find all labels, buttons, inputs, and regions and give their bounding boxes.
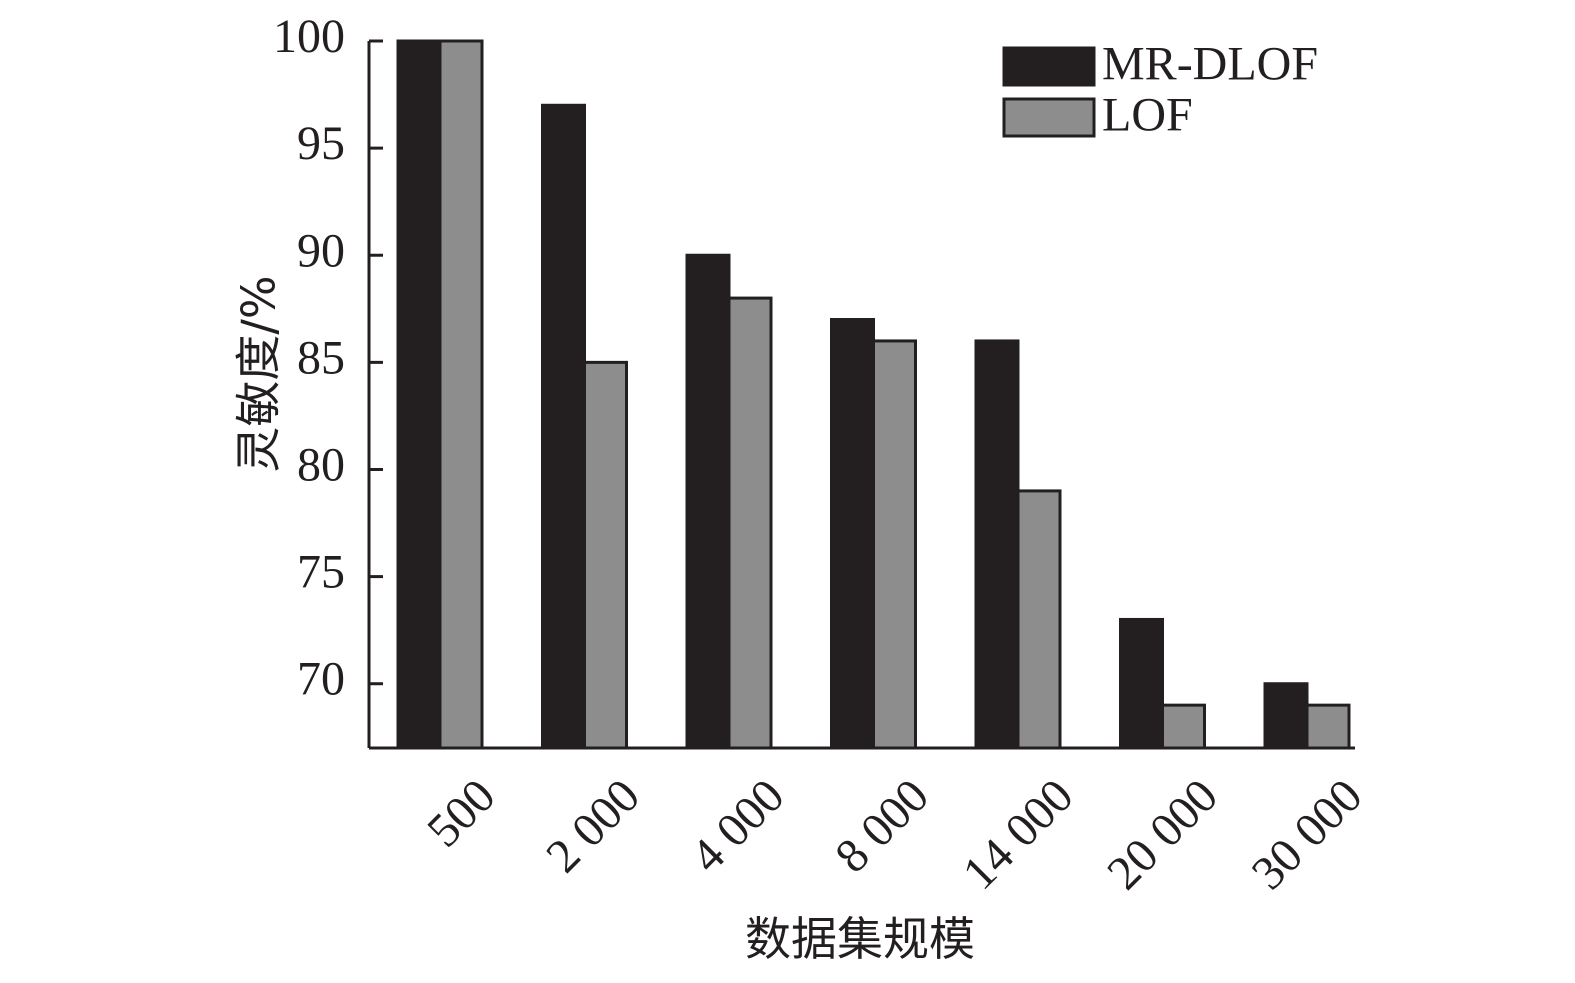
- legend-label-lof: LOF: [1102, 89, 1193, 142]
- x-tick-label: 14 000: [953, 769, 1084, 900]
- x-tick-label: 500: [417, 769, 505, 857]
- bar-lof-0: [438, 39, 484, 750]
- x-tick-label: 30 000: [1242, 769, 1373, 900]
- axes-layer: [367, 41, 1355, 750]
- bar-mr-dlof-3: [830, 318, 875, 750]
- x-ticks: 500 2 000 4 000 8 000 14 000 20 000 30 000: [417, 769, 1372, 900]
- bar-mr-dlof-2: [685, 253, 731, 750]
- bar-mr-dlof-0: [396, 39, 442, 750]
- bar-mr-dlof-6: [1263, 682, 1309, 750]
- x-tick-label: 4 000: [681, 769, 795, 883]
- legend-swatch-mr-dlof: [1002, 46, 1096, 87]
- y-ticks: 70 75 80 85 90 95 100: [273, 10, 383, 706]
- bar-mr-dlof-5: [1119, 617, 1164, 750]
- y-tick-label: 100: [273, 10, 345, 63]
- x-tick-label: 20 000: [1097, 769, 1228, 900]
- y-tick-label: 90: [297, 224, 345, 277]
- bar-mr-dlof-1: [541, 103, 586, 750]
- y-tick-label: 75: [297, 546, 345, 599]
- x-tick-label: 8 000: [825, 769, 939, 883]
- bar-lof-2: [727, 296, 773, 750]
- y-tick-label: 95: [297, 117, 345, 170]
- y-tick-label: 80: [297, 439, 345, 492]
- x-axis-title: 数据集规模: [745, 912, 975, 966]
- bar-lof-1: [583, 360, 628, 750]
- bar-lof-6: [1305, 703, 1351, 750]
- bar-lof-5: [1161, 703, 1206, 750]
- legend-swatch-lof: [1002, 97, 1096, 138]
- bar-lof-4: [1016, 489, 1062, 750]
- legend-label-mr-dlof: MR-DLOF: [1102, 38, 1318, 91]
- y-axis-title: 灵敏度/%: [232, 275, 286, 472]
- bar-mr-dlof-4: [974, 339, 1020, 750]
- bar-lof-3: [872, 339, 917, 750]
- y-tick-label: 70: [297, 653, 345, 706]
- y-tick-label: 85: [297, 331, 345, 384]
- bars-layer: [396, 39, 1351, 750]
- x-tick-label: 2 000: [536, 769, 650, 883]
